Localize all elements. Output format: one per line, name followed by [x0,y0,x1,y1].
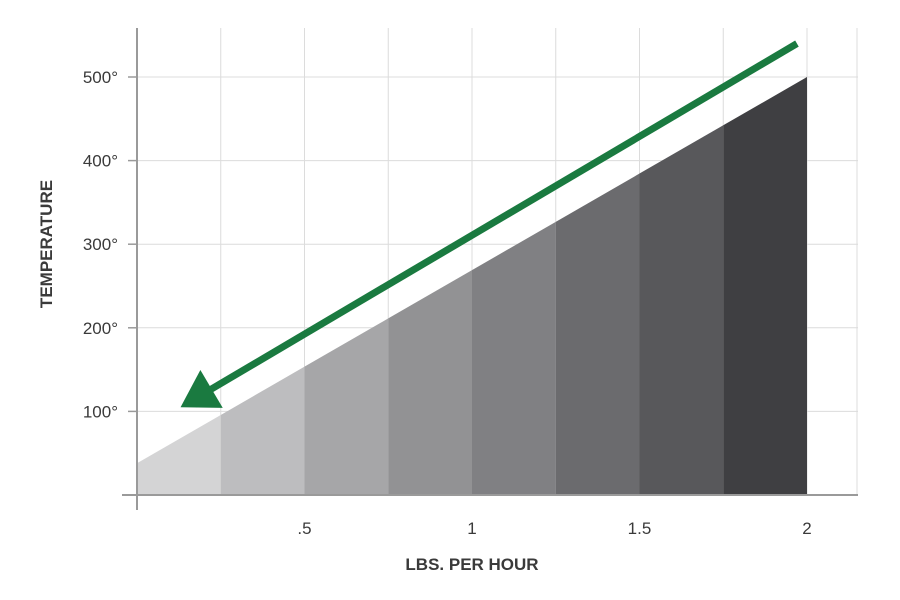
y-tick-label: 300° [83,235,118,254]
x-axis-title: LBS. PER HOUR [405,555,538,574]
x-tick-label: .5 [297,519,311,538]
x-tick-label: 1 [467,519,476,538]
area-band [723,77,807,495]
axes [122,28,858,510]
area-band [639,125,724,496]
x-tick-label: 2 [802,519,811,538]
area-band [388,270,472,495]
x-tick-label: 1.5 [628,519,652,538]
area-band [137,414,221,495]
arrow-shaft [206,40,799,394]
y-tick-label: 100° [83,402,118,421]
area-band [304,318,389,495]
arrow-head [180,369,223,408]
y-tick-label: 500° [83,68,118,87]
area-bands [137,77,807,496]
y-tick-labels: 100° 200° 300° 400° 500° [83,68,118,421]
y-axis-title: TEMPERATURE [37,180,56,308]
y-tick-label: 200° [83,319,118,338]
area-band [472,221,556,495]
y-tick-label: 400° [83,152,118,171]
area-band [555,173,640,496]
x-tick-labels: .5 1 1.5 2 [297,519,811,538]
trend-arrow [180,40,799,408]
area-band [220,366,305,495]
